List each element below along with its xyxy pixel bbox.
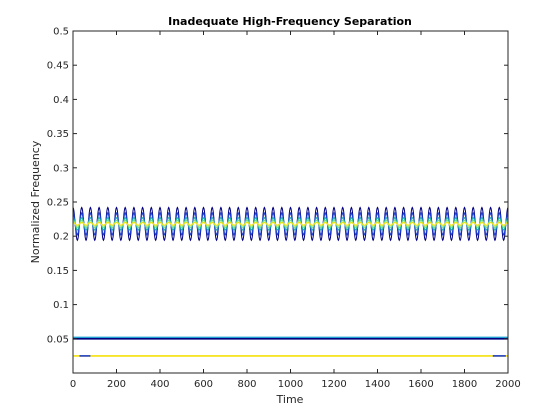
x-tick-label: 1600 [408,379,433,390]
y-tick-label: 0.5 [53,27,69,38]
y-tick-label: 0.35 [47,129,69,140]
chart-title: Inadequate High-Frequency Separation [168,15,412,28]
y-tick-label: 0.4 [53,95,69,106]
x-tick-label: 400 [150,379,169,390]
x-tick-label: 1200 [321,379,346,390]
x-tick-label: 800 [237,379,256,390]
contour-band-2 [72,216,509,231]
y-tick-label: 0.1 [53,300,69,311]
x-tick-label: 1400 [365,379,390,390]
y-tick-label: 0.3 [53,163,69,174]
contour-band-1 [72,211,509,236]
y-tick-label: 0.45 [47,61,69,72]
x-tick-label: 2000 [495,379,520,390]
plot-area [73,31,508,373]
y-tick-label: 0.25 [47,198,69,209]
y-tick-label: 0.05 [47,334,69,345]
x-tick-label: 600 [194,379,213,390]
contour-band-4 [72,221,509,226]
y-tick-label: 0.15 [47,266,69,277]
x-tick-label: 1000 [278,379,303,390]
y-tick-label: 0.2 [53,232,69,243]
contour-band-3 [72,219,509,228]
chart-marks [72,206,509,357]
axes: 0 200 400 600 800 1000 1200 1400 1600 1800 2000 0.0… [47,27,521,391]
x-axis-label: Time [276,393,304,406]
x-tick-label: 200 [107,379,126,390]
y-axis-label: Normalized Frequency [29,140,42,263]
x-tick-label: 0 [70,379,76,390]
x-tick-label: 1800 [452,379,477,390]
